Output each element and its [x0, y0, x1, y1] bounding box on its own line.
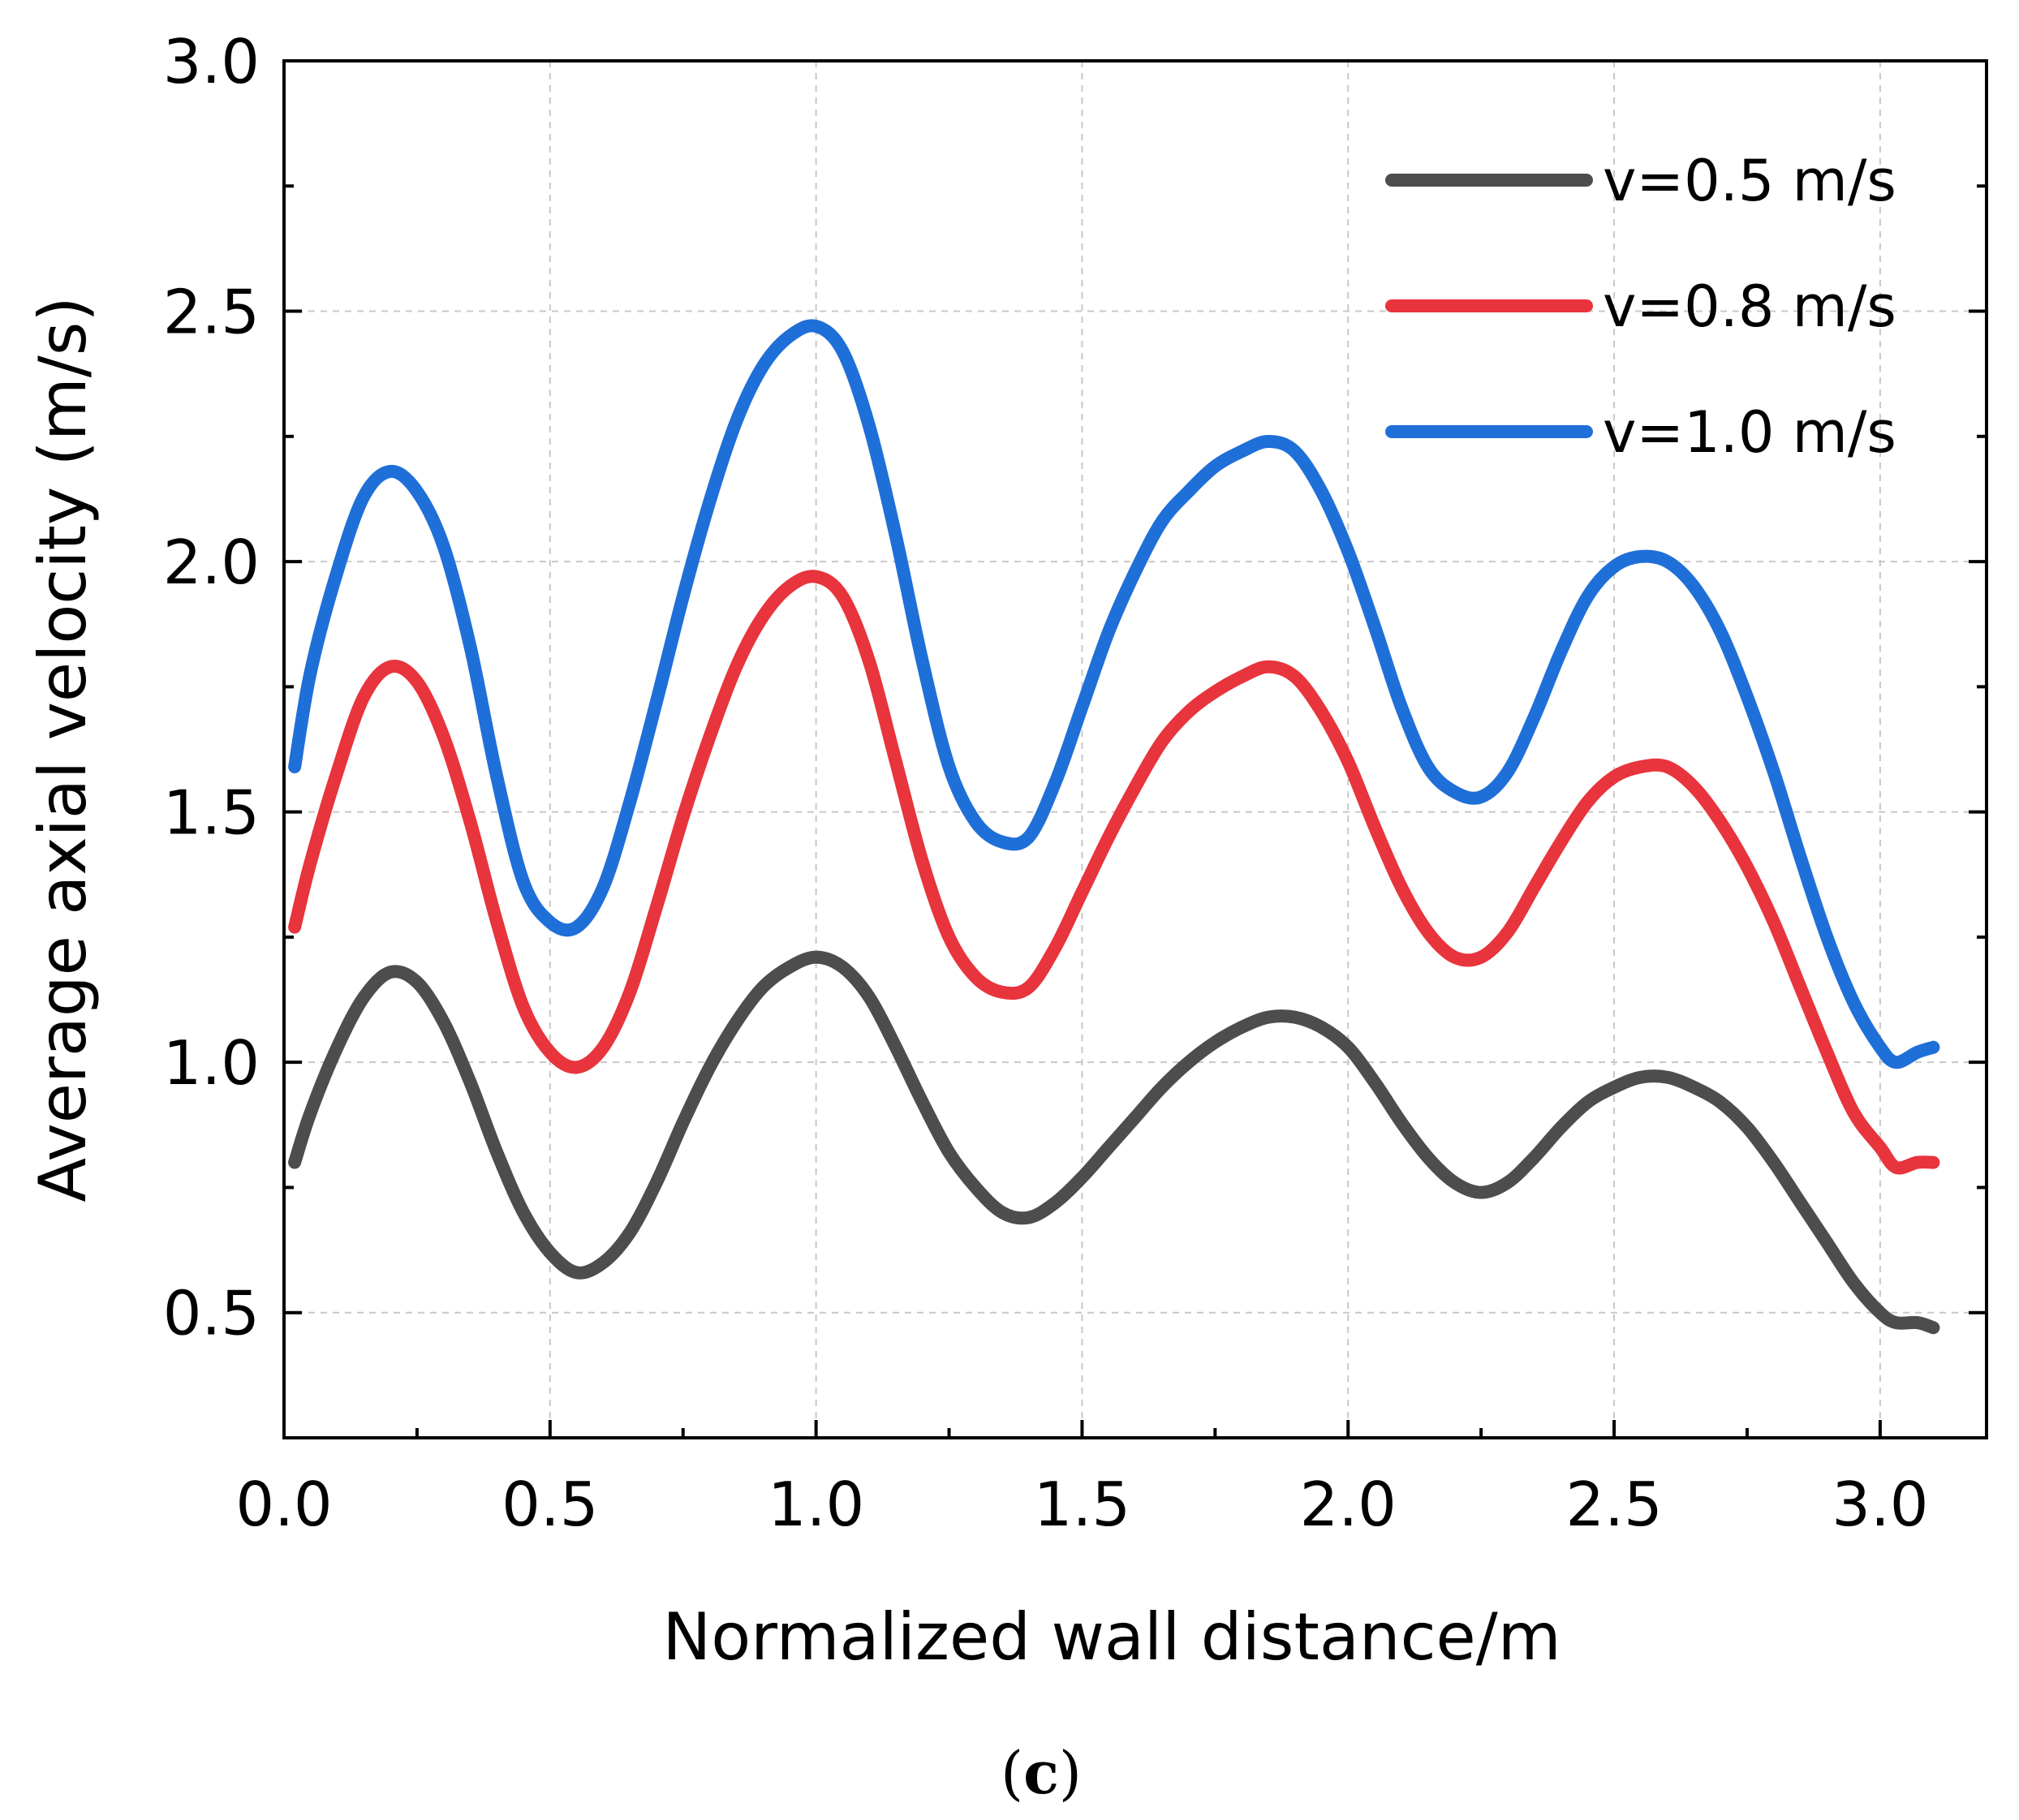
figure-caption: (c) [1001, 1738, 1082, 1807]
legend-label-2: v=0.8 m/s [1603, 273, 1896, 340]
x-tick-label: 3.0 [1832, 1469, 1928, 1540]
legend-label-1: v=0.5 m/s [1603, 148, 1896, 214]
x-tick-label: 1.5 [1034, 1469, 1130, 1540]
plot-frame [282, 59, 1988, 1439]
series-line-3 [288, 319, 1940, 1069]
caption-close-paren: ) [1059, 1739, 1082, 1807]
series-line-1 [288, 950, 1940, 1335]
x-tick-label: 1.0 [768, 1469, 864, 1540]
x-tick-label: 0.5 [502, 1469, 598, 1540]
y-axis-title: Average axial velocity (m/s) [25, 296, 101, 1202]
y-tick-label: 2.0 [163, 527, 260, 598]
series-layer [288, 319, 1940, 1335]
x-axis-title: Normalized wall distance/m [662, 1599, 1561, 1675]
y-tick-label: 1.5 [163, 777, 260, 849]
x-tick-label: 2.5 [1565, 1469, 1662, 1540]
caption-letter: c [1023, 1738, 1059, 1807]
y-tick-label: 1.0 [163, 1027, 260, 1099]
x-tick-label: 2.0 [1300, 1469, 1397, 1540]
axis-ticks [282, 59, 1987, 1439]
legend: v=0.5 m/s v=0.8 m/s v=1.0 m/s [1385, 148, 1896, 466]
y-tick-label: 3.0 [163, 26, 260, 97]
legend-label-3: v=1.0 m/s [1603, 399, 1896, 466]
axis-tick-labels: 0.0 0.5 1.0 1.5 2.0 2.5 3.0 0.5 1.0 1.5 2.0 2.5 3.0 [163, 26, 1929, 1540]
x-tick-label: 0.0 [235, 1469, 332, 1540]
series-line-2 [288, 570, 1940, 1175]
caption-open-paren: ( [1001, 1739, 1023, 1807]
y-tick-label: 0.5 [163, 1278, 260, 1349]
y-tick-label: 2.5 [163, 277, 260, 348]
